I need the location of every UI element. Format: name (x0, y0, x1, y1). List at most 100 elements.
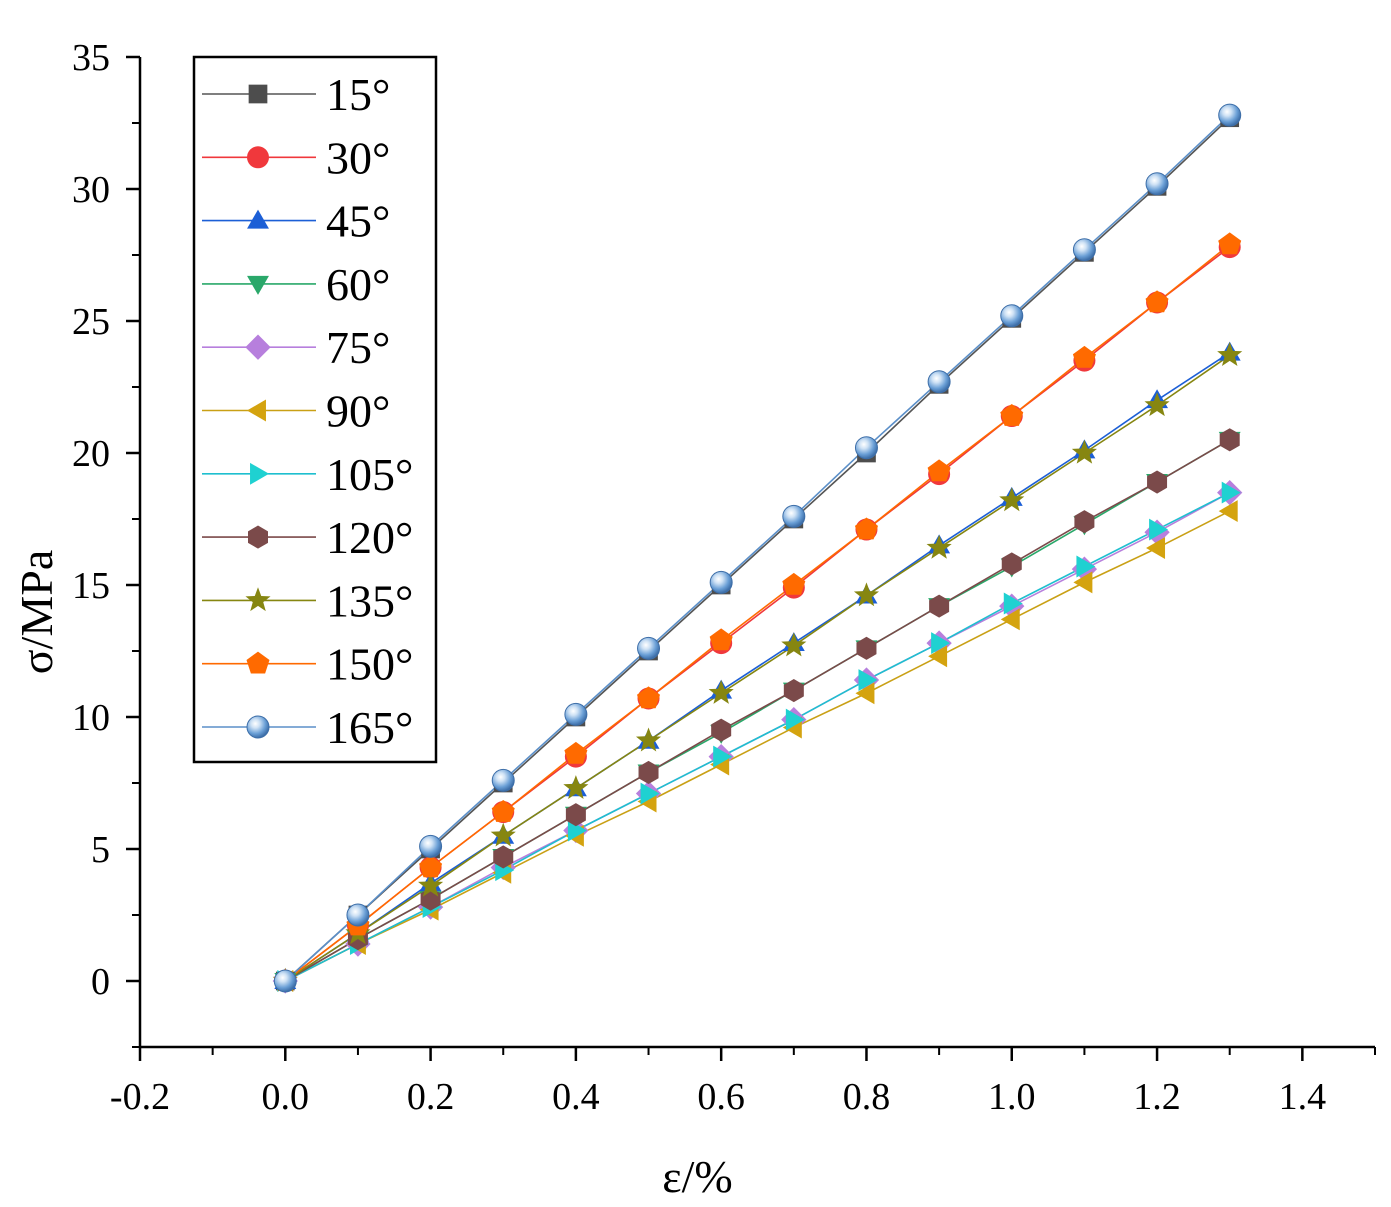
legend-item: 165° (202, 702, 413, 753)
legend-label: 150° (326, 639, 413, 690)
data-point (1000, 608, 1020, 631)
data-point (1071, 439, 1097, 464)
series-markers-165deg (273, 103, 1242, 993)
series-line (284, 491, 1231, 982)
data-point (567, 819, 587, 842)
legend-label: 30° (326, 132, 390, 183)
data-point (927, 370, 951, 394)
data-point (926, 534, 952, 559)
legend-item: 30° (202, 132, 390, 183)
series-120deg (284, 439, 1231, 982)
data-point (564, 702, 588, 726)
legend-label: 135° (326, 575, 413, 626)
x-tick-label: 1.4 (1279, 1076, 1327, 1118)
data-point (419, 855, 443, 878)
series-line (284, 352, 1231, 982)
data-point (1218, 232, 1242, 255)
legend-marker (246, 651, 270, 674)
y-tick-label: 0 (91, 961, 110, 1003)
data-point (638, 760, 659, 784)
x-tick-label: 0.2 (407, 1076, 455, 1118)
legend-marker (248, 84, 268, 104)
legend-item: 15° (202, 69, 390, 120)
x-tick-label: 0.4 (552, 1076, 600, 1118)
series-layer (272, 103, 1243, 994)
data-point (781, 632, 807, 657)
data-point (637, 686, 661, 709)
data-point (491, 799, 515, 822)
data-point (1003, 592, 1023, 615)
data-point (1145, 290, 1169, 313)
data-point (999, 487, 1025, 512)
data-point (1072, 345, 1096, 368)
data-point (927, 459, 951, 482)
y-tick-label: 30 (72, 169, 110, 211)
legend-marker (246, 715, 270, 739)
legend-marker (247, 275, 269, 295)
data-point (1146, 537, 1166, 559)
y-tick-label: 20 (72, 433, 110, 475)
series-45deg (284, 352, 1231, 982)
legend-marker (245, 587, 271, 612)
data-point (1000, 304, 1024, 328)
data-point (1147, 470, 1168, 494)
data-point (854, 436, 878, 460)
data-point (564, 741, 588, 764)
data-point (1001, 552, 1022, 576)
data-point (1144, 392, 1170, 417)
data-point (709, 570, 733, 594)
legend-marker (250, 462, 269, 485)
data-point (1149, 518, 1169, 541)
series-line (284, 117, 1231, 982)
legend-marker (245, 334, 271, 360)
legend-item: 75° (202, 322, 390, 373)
series-line (284, 439, 1231, 982)
data-point (1076, 555, 1096, 578)
data-point (1218, 500, 1238, 523)
series-line (284, 510, 1231, 982)
series-90deg (284, 510, 1231, 982)
data-point (640, 782, 660, 805)
data-point (858, 669, 878, 691)
data-point (1218, 103, 1242, 127)
legend-marker (248, 525, 268, 549)
data-point (782, 504, 806, 528)
data-point (346, 903, 370, 927)
series-line (284, 243, 1231, 982)
data-point (708, 680, 734, 704)
legend-label: 165° (326, 702, 413, 753)
legend-item: 45° (202, 196, 390, 247)
legend-label: 105° (326, 449, 413, 500)
legend-label: 120° (326, 512, 413, 563)
legend-item: 120° (202, 512, 413, 563)
data-point (782, 572, 806, 595)
data-point (493, 845, 514, 869)
data-point (855, 682, 875, 705)
data-point (1219, 428, 1240, 452)
data-point (931, 632, 951, 655)
legend-marker (247, 209, 269, 229)
series-105deg (284, 491, 1231, 982)
y-tick-label: 10 (72, 697, 110, 739)
data-point (419, 834, 443, 858)
data-point (709, 628, 733, 651)
data-point (929, 594, 950, 618)
data-point (1072, 238, 1096, 262)
legend-item: 105° (202, 449, 413, 500)
data-point (1000, 403, 1024, 426)
data-point (565, 803, 586, 827)
data-point (711, 718, 732, 742)
legend-item: 150° (202, 639, 413, 690)
data-point (491, 768, 515, 792)
data-point (783, 679, 804, 703)
series-line (284, 114, 1231, 982)
legend-item: 60° (202, 259, 390, 310)
data-point (785, 708, 805, 731)
y-tick-label: 35 (72, 37, 110, 79)
data-point (563, 775, 589, 799)
data-point (856, 636, 877, 660)
data-point (853, 582, 880, 607)
data-point (418, 872, 444, 897)
x-tick-label: 0.0 (262, 1076, 310, 1118)
y-tick-label: 5 (91, 829, 110, 871)
